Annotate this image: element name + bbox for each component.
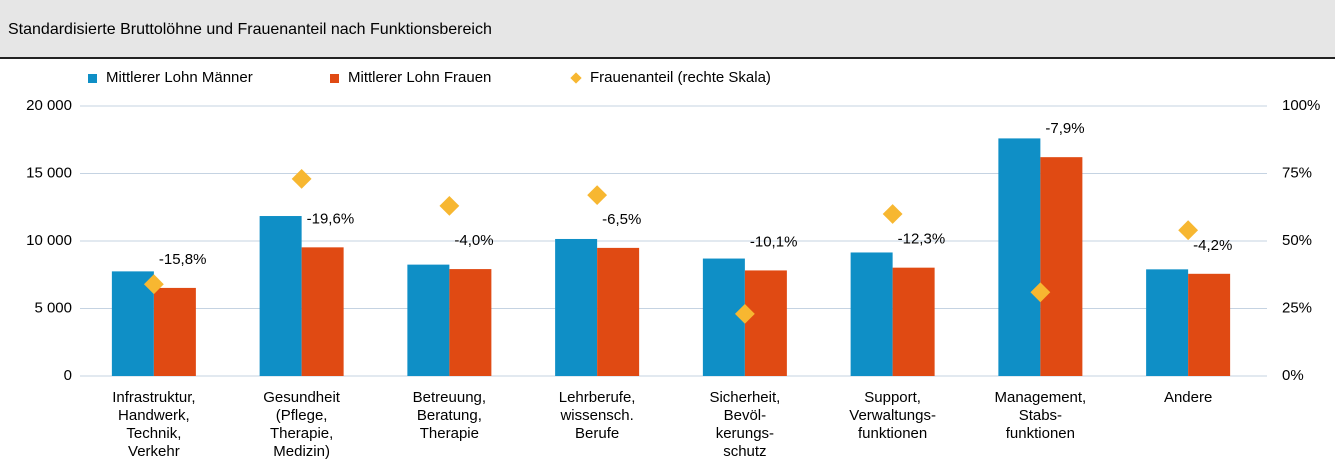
gap-label: -12,3% xyxy=(898,231,946,248)
x-tick-label: Infrastruktur, xyxy=(112,389,195,406)
bar xyxy=(153,287,196,376)
x-tick-label: Therapie xyxy=(420,425,479,442)
x-tick-label: Bevöl- xyxy=(724,407,767,424)
x-tick-label: Stabs- xyxy=(1019,407,1062,424)
x-tick-label: kerungs- xyxy=(716,425,774,442)
x-tick-label: Handwerk, xyxy=(118,407,190,424)
gap-label: -19,6% xyxy=(307,210,355,227)
chart-title: Standardisierte Bruttolöhne und Frauenan… xyxy=(8,21,492,38)
bar xyxy=(555,238,598,376)
y2-tick-label: 0% xyxy=(1282,367,1304,384)
gap-label: -7,9% xyxy=(1045,120,1084,137)
x-tick-label: Verwaltungs- xyxy=(849,407,936,424)
bar xyxy=(892,267,935,376)
x-tick-label: Andere xyxy=(1164,389,1212,406)
y-tick-label: 0 xyxy=(64,367,72,384)
x-tick-label: (Pflege, xyxy=(276,407,328,424)
bar xyxy=(407,264,450,376)
gap-label: -6,5% xyxy=(602,211,641,228)
bar xyxy=(259,216,302,376)
share-marker xyxy=(1030,282,1051,303)
x-tick-label: funktionen xyxy=(1006,425,1075,442)
legend-marker xyxy=(570,72,582,84)
legend-label: Mittlerer Lohn Frauen xyxy=(348,69,491,86)
y-tick-label: 15 000 xyxy=(26,164,72,181)
x-tick-label: Beratung, xyxy=(417,407,482,424)
y-tick-label: 5 000 xyxy=(34,299,72,316)
bar xyxy=(1146,269,1189,376)
bar xyxy=(850,252,893,376)
x-tick-label: Sicherheit, xyxy=(709,389,780,406)
share-marker xyxy=(882,204,903,224)
x-tick-label: Betreuung, xyxy=(413,389,486,406)
y2-tick-label: 50% xyxy=(1282,232,1312,249)
bar xyxy=(998,138,1041,376)
title-bar xyxy=(0,0,1335,58)
gap-label: -15,8% xyxy=(159,251,207,268)
y-tick-label: 20 000 xyxy=(26,97,72,114)
legend-marker xyxy=(88,74,97,83)
share-marker xyxy=(439,196,460,216)
bar xyxy=(1040,157,1083,376)
x-tick-label: Support, xyxy=(864,389,921,406)
x-tick-label: funktionen xyxy=(858,425,927,442)
y2-tick-label: 100% xyxy=(1282,97,1320,114)
bar xyxy=(301,247,344,376)
gap-label: -4,0% xyxy=(454,232,493,249)
x-tick-label: Berufe xyxy=(575,425,619,442)
x-tick-label: Technik, xyxy=(126,425,181,442)
share-marker xyxy=(734,304,755,324)
bar xyxy=(449,269,492,376)
gap-label: -10,1% xyxy=(750,233,798,250)
share-marker xyxy=(143,274,164,295)
x-tick-label: Therapie, xyxy=(270,425,333,442)
y2-tick-label: 75% xyxy=(1282,164,1312,181)
bar xyxy=(744,270,787,376)
x-tick-label: Lehrberufe, xyxy=(559,389,636,406)
x-tick-label: schutz xyxy=(723,443,766,460)
x-tick-label: Medizin) xyxy=(273,443,330,460)
legend-label: Mittlerer Lohn Männer xyxy=(106,69,253,86)
gap-label: -4,2% xyxy=(1193,237,1232,254)
share-marker xyxy=(587,185,608,205)
bar xyxy=(702,258,745,376)
bar xyxy=(597,247,640,376)
share-marker xyxy=(291,169,312,189)
legend-label: Frauenanteil (rechte Skala) xyxy=(590,69,771,86)
x-tick-label: Gesundheit xyxy=(263,389,341,406)
share-marker xyxy=(1178,220,1199,241)
x-tick-label: wissensch. xyxy=(559,407,633,424)
bar xyxy=(1188,273,1231,376)
y2-tick-label: 25% xyxy=(1282,299,1312,316)
x-tick-label: Management, xyxy=(995,389,1087,406)
bar xyxy=(111,271,154,376)
x-tick-label: Verkehr xyxy=(128,443,180,460)
legend-marker xyxy=(330,74,339,83)
y-tick-label: 10 000 xyxy=(26,232,72,249)
